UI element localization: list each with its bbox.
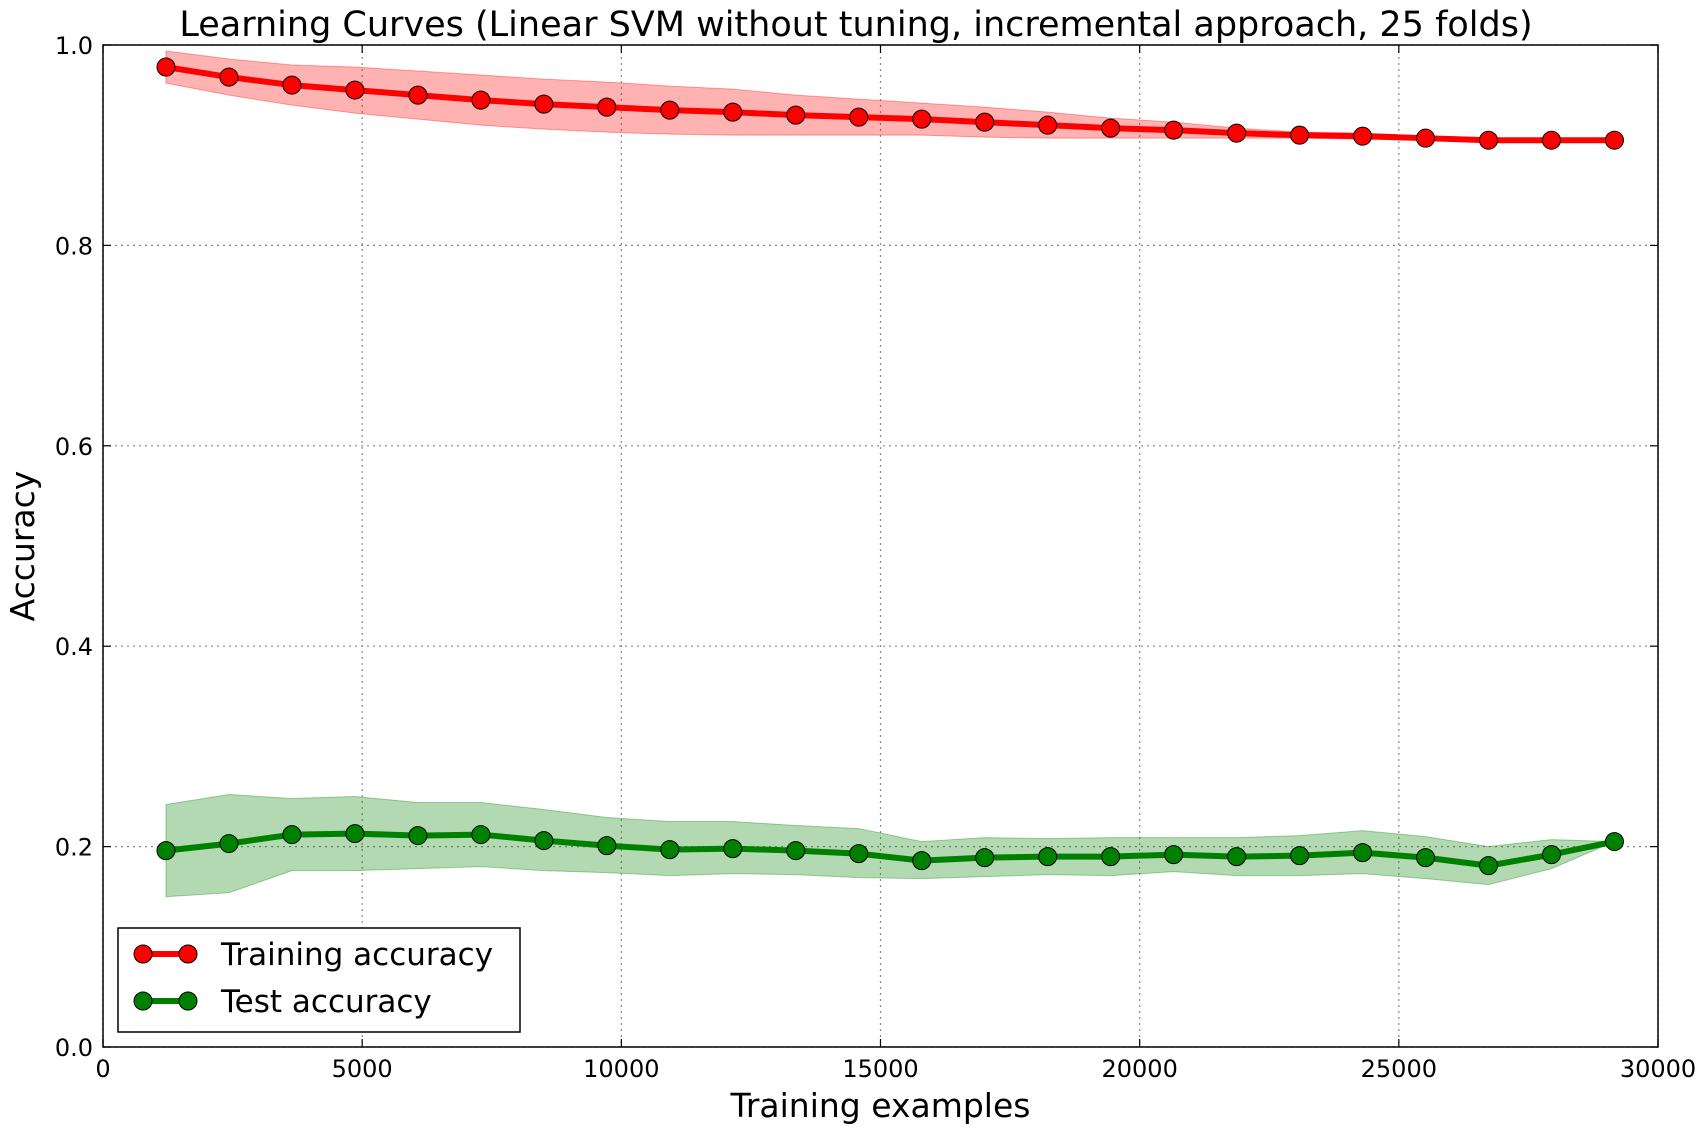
legend-label-training-accuracy: Training accuracy: [220, 937, 493, 973]
y-tick-label: 0.8: [55, 232, 93, 260]
training-accuracy-point: [912, 109, 932, 129]
x-axis-title: Training examples: [730, 1086, 1031, 1125]
legend: Training accuracy Test accuracy: [117, 927, 521, 1033]
x-tick-label: 10000: [583, 1055, 659, 1083]
training-accuracy-point: [1164, 120, 1184, 140]
test-accuracy-point: [1038, 847, 1058, 867]
grid-lines: [102, 44, 1659, 1048]
y-tick-label: 0.2: [55, 834, 93, 862]
x-tick-label: 5000: [332, 1055, 393, 1083]
training-accuracy-point: [282, 75, 302, 95]
training-accuracy-point: [1541, 130, 1561, 150]
test-accuracy-point: [1164, 845, 1184, 865]
x-tick-label: 0: [95, 1055, 110, 1083]
x-tick-label: 25000: [1361, 1055, 1437, 1083]
training-accuracy-point: [1604, 130, 1624, 150]
test-accuracy-point: [1290, 846, 1310, 866]
test-accuracy-point: [975, 848, 995, 868]
test-accuracy-point: [723, 839, 743, 859]
test-accuracy-point: [1416, 848, 1436, 868]
training-accuracy-point: [471, 90, 491, 110]
training-accuracy-point: [786, 105, 806, 125]
training-accuracy-point: [1101, 118, 1121, 138]
series-markers: [156, 57, 1624, 876]
confidence-bands: [165, 50, 1615, 898]
x-tick-label: 30000: [1620, 1055, 1696, 1083]
test-accuracy-point: [219, 834, 239, 854]
training-accuracy-point: [408, 85, 428, 105]
legend-swatch-marker-test-accuracy: [178, 991, 198, 1011]
y-tick-label: 0.0: [55, 1034, 93, 1062]
test-accuracy-band: [165, 793, 1615, 898]
test-accuracy-point: [597, 836, 617, 856]
training-accuracy-point: [219, 67, 239, 87]
test-accuracy-point: [1227, 847, 1247, 867]
test-accuracy-point: [345, 824, 365, 844]
legend-swatch-marker-training-accuracy: [133, 944, 153, 964]
y-tick-label: 1.0: [55, 32, 93, 60]
training-accuracy-point: [156, 57, 176, 77]
training-accuracy-point: [1227, 123, 1247, 143]
training-accuracy-point: [660, 100, 680, 120]
test-accuracy-point: [660, 840, 680, 860]
test-accuracy-point: [1541, 845, 1561, 865]
training-accuracy-point: [1290, 125, 1310, 145]
y-tick-label: 0.6: [55, 433, 93, 461]
training-accuracy-point: [975, 112, 995, 132]
legend-swatch-marker-training-accuracy: [178, 944, 198, 964]
training-accuracy-point: [345, 80, 365, 100]
training-accuracy-point: [597, 97, 617, 117]
test-accuracy-point: [156, 841, 176, 861]
test-accuracy-point: [1604, 832, 1624, 852]
test-accuracy-point: [408, 826, 428, 846]
x-tick-label: 20000: [1101, 1055, 1177, 1083]
axis-ticks: 0 5000 10000 15000 20000 25000 30000 0.0 0.2 0.4 0…: [55, 32, 1696, 1083]
test-accuracy-point: [1101, 847, 1121, 867]
x-tick-label: 15000: [842, 1055, 918, 1083]
test-accuracy-point: [471, 825, 491, 845]
training-accuracy-point: [1416, 128, 1436, 148]
legend-swatch-marker-test-accuracy: [133, 991, 153, 1011]
training-accuracy-point: [1038, 115, 1058, 135]
training-accuracy-point: [723, 102, 743, 122]
test-accuracy-point: [849, 844, 869, 864]
test-accuracy-point: [786, 841, 806, 861]
training-accuracy-band: [165, 50, 1615, 142]
chart-title: Learning Curves (Linear SVM without tuni…: [179, 5, 1532, 45]
series-lines: [162, 64, 1618, 869]
test-accuracy-point: [282, 825, 302, 845]
training-accuracy-line: [162, 64, 1618, 144]
test-accuracy-point: [1479, 856, 1499, 876]
test-accuracy-point: [1353, 843, 1373, 863]
training-accuracy-point: [849, 107, 869, 127]
test-accuracy-line: [162, 830, 1618, 869]
y-tick-label: 0.4: [55, 633, 93, 661]
training-accuracy-point: [1353, 126, 1373, 146]
y-axis-title: Accuracy: [3, 471, 42, 622]
training-accuracy-point: [1479, 130, 1499, 150]
test-accuracy-point: [912, 851, 932, 871]
training-accuracy-point: [534, 94, 554, 114]
test-accuracy-point: [534, 831, 554, 851]
legend-label-test-accuracy: Test accuracy: [220, 984, 432, 1020]
